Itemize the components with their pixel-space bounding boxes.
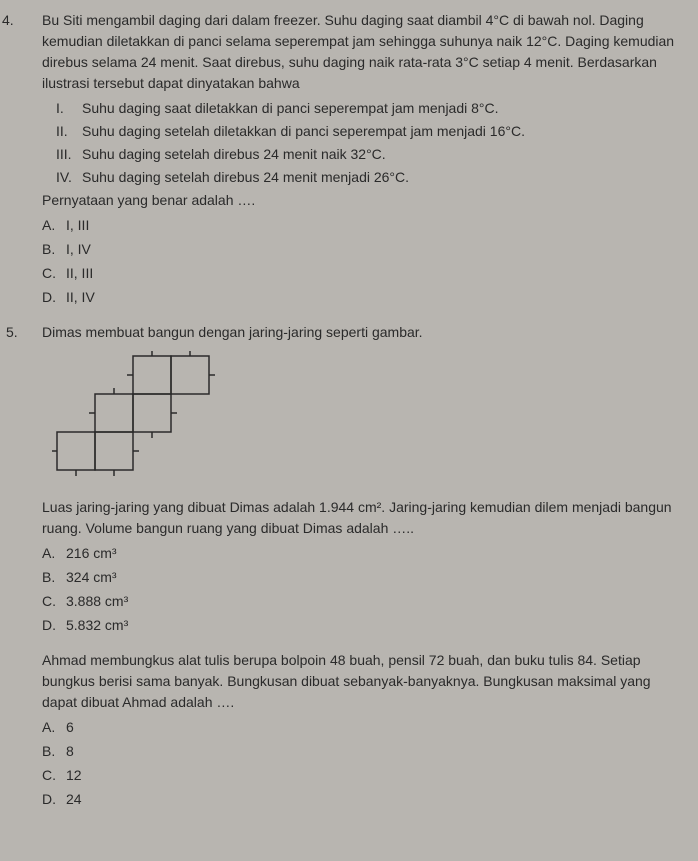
option-item: C. 12 <box>42 765 678 786</box>
question-4-prompt: Pernyataan yang benar adalah …. <box>42 190 678 211</box>
question-4-body: Bu Siti mengambil daging dari dalam free… <box>42 10 678 308</box>
question-5: 5. Dimas membuat bangun dengan jaring-ja… <box>30 322 678 636</box>
question-6-options: A. 6 B. 8 C. 12 D. 24 <box>42 717 678 810</box>
question-6: Ahmad membungkus alat tulis berupa bolpo… <box>30 650 678 810</box>
option-item: B. 324 cm³ <box>42 567 678 588</box>
option-label: C. <box>42 591 66 612</box>
statement-item: I. Suhu daging saat diletakkan di panci … <box>56 98 678 119</box>
net-svg <box>52 351 232 481</box>
option-label: A. <box>42 215 66 236</box>
option-label: B. <box>42 239 66 260</box>
question-5-text: Dimas membuat bangun dengan jaring-jarin… <box>42 322 678 343</box>
option-text: I, IV <box>66 239 91 260</box>
question-4-statements: I. Suhu daging saat diletakkan di panci … <box>56 98 678 188</box>
option-text: II, III <box>66 263 93 284</box>
option-label: A. <box>42 543 66 564</box>
option-label: B. <box>42 567 66 588</box>
question-4: 4. Bu Siti mengambil daging dari dalam f… <box>30 10 678 308</box>
question-6-text: Ahmad membungkus alat tulis berupa bolpo… <box>42 650 678 713</box>
option-item: C. 3.888 cm³ <box>42 591 678 612</box>
option-label: B. <box>42 741 66 762</box>
option-text: 8 <box>66 741 74 762</box>
option-text: 3.888 cm³ <box>66 591 128 612</box>
option-item: A. I, III <box>42 215 678 236</box>
option-label: C. <box>42 765 66 786</box>
option-text: I, III <box>66 215 89 236</box>
question-6-body: Ahmad membungkus alat tulis berupa bolpo… <box>42 650 678 810</box>
option-label: C. <box>42 263 66 284</box>
option-item: B. 8 <box>42 741 678 762</box>
option-text: 24 <box>66 789 82 810</box>
option-item: B. I, IV <box>42 239 678 260</box>
statement-label: II. <box>56 121 82 142</box>
statement-label: III. <box>56 144 82 165</box>
question-5-text2: Luas jaring-jaring yang dibuat Dimas ada… <box>42 497 678 539</box>
question-5-number: 5. <box>6 322 18 343</box>
statement-label: I. <box>56 98 82 119</box>
statement-item: IV. Suhu daging setelah direbus 24 menit… <box>56 167 678 188</box>
option-item: D. II, IV <box>42 287 678 308</box>
question-4-options: A. I, III B. I, IV C. II, III D. II, IV <box>42 215 678 308</box>
option-text: 324 cm³ <box>66 567 117 588</box>
option-item: C. II, III <box>42 263 678 284</box>
option-label: A. <box>42 717 66 738</box>
question-5-body: Dimas membuat bangun dengan jaring-jarin… <box>42 322 678 636</box>
option-text: II, IV <box>66 287 95 308</box>
question-5-options: A. 216 cm³ B. 324 cm³ C. 3.888 cm³ D. 5.… <box>42 543 678 636</box>
option-label: D. <box>42 789 66 810</box>
option-text: 216 cm³ <box>66 543 117 564</box>
option-text: 12 <box>66 765 82 786</box>
option-item: D. 24 <box>42 789 678 810</box>
statement-text: Suhu daging setelah diletakkan di panci … <box>82 121 525 142</box>
statement-text: Suhu daging saat diletakkan di panci sep… <box>82 98 499 119</box>
statement-label: IV. <box>56 167 82 188</box>
statement-item: II. Suhu daging setelah diletakkan di pa… <box>56 121 678 142</box>
option-label: D. <box>42 287 66 308</box>
option-item: A. 6 <box>42 717 678 738</box>
option-text: 6 <box>66 717 74 738</box>
question-4-text: Bu Siti mengambil daging dari dalam free… <box>42 10 678 94</box>
option-label: D. <box>42 615 66 636</box>
statement-text: Suhu daging setelah direbus 24 menit men… <box>82 167 409 188</box>
question-4-number: 4. <box>2 10 14 31</box>
statement-text: Suhu daging setelah direbus 24 menit nai… <box>82 144 386 165</box>
option-item: D. 5.832 cm³ <box>42 615 678 636</box>
option-text: 5.832 cm³ <box>66 615 128 636</box>
net-diagram <box>52 351 678 487</box>
statement-item: III. Suhu daging setelah direbus 24 meni… <box>56 144 678 165</box>
option-item: A. 216 cm³ <box>42 543 678 564</box>
